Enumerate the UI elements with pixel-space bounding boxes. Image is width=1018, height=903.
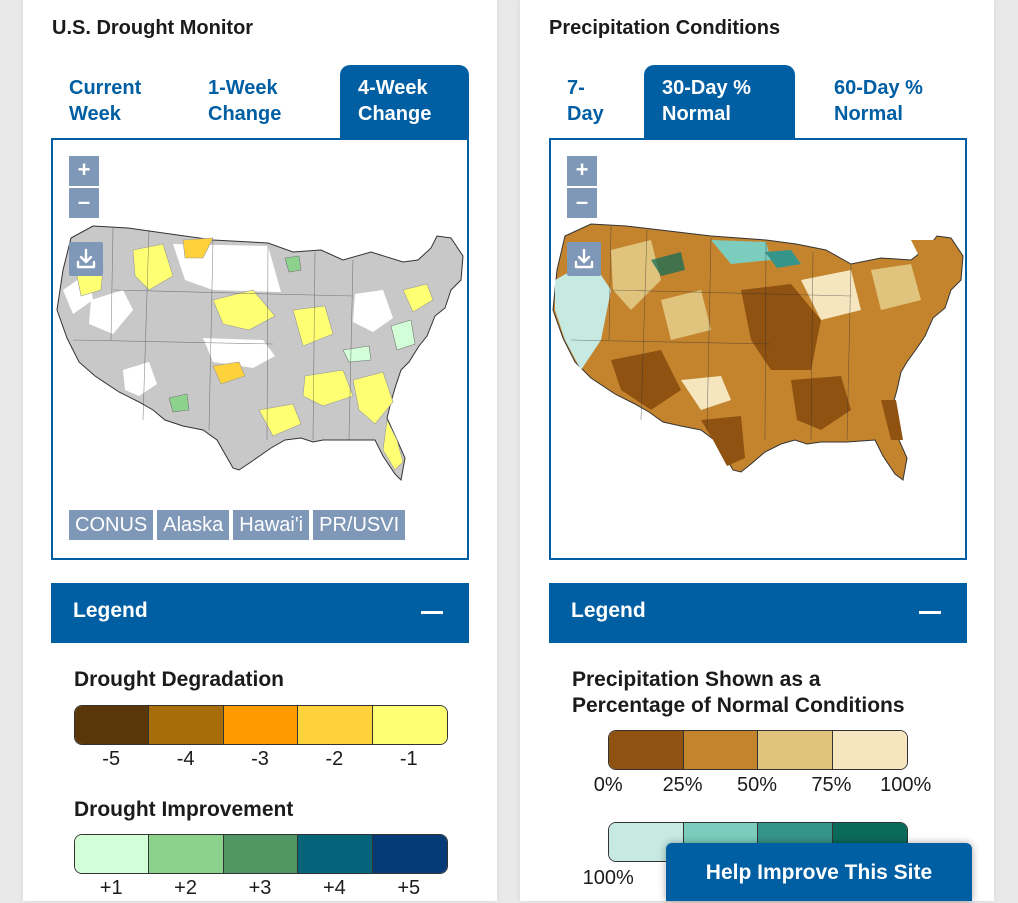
swatch-plus-4 <box>298 835 373 873</box>
collapse-minus-icon[interactable] <box>421 611 443 614</box>
precipitation-card: Precipitation Conditions 7- Day 30-Day %… <box>520 0 994 901</box>
zoom-out-button[interactable]: – <box>69 188 99 218</box>
region-hawaii-button[interactable]: Hawai'i <box>233 510 310 540</box>
swatch-minus-1 <box>372 706 447 744</box>
swatch-minus-2 <box>298 706 373 744</box>
scale-label: 100% <box>880 774 932 796</box>
scale-label: 50% <box>736 774 777 796</box>
tab-1-week-change[interactable]: 1-Week Change <box>196 65 326 139</box>
scale-label: +2 <box>174 877 197 899</box>
precip-below-labels: 0% 25% 50% 75% 100% <box>571 774 943 797</box>
drought-tabs: Current Week 1-Week Change 4-Week Change <box>51 65 469 139</box>
tab-7-day[interactable]: 7- Day <box>555 65 635 139</box>
precipitation-map-image <box>552 223 964 481</box>
tab-label-line2: Change <box>358 103 432 125</box>
scale-label: 75% <box>811 774 852 796</box>
scale-label: +4 <box>322 877 346 899</box>
tab-label-line1: Current <box>69 77 142 99</box>
tab-label-line1: 60-Day % <box>834 77 923 99</box>
legend-label: Legend <box>571 599 646 622</box>
scale-label: -5 <box>102 748 121 770</box>
drought-change-map-image <box>56 225 464 482</box>
download-button[interactable] <box>69 242 103 276</box>
tab-4-week-change[interactable]: 4-Week Change <box>340 65 469 139</box>
zoom-out-button[interactable]: – <box>567 188 597 218</box>
tab-current-week[interactable]: Current Week <box>57 65 187 139</box>
tab-label-line2: Change <box>208 103 282 125</box>
swatch-plus-1 <box>75 835 150 873</box>
tab-30-day-normal[interactable]: 30-Day % Normal <box>644 65 795 139</box>
tab-label-line2: Normal <box>662 103 731 125</box>
tab-label-line1: 7- <box>567 77 585 99</box>
region-pr-usvi-button[interactable]: PR/USVI <box>313 510 406 540</box>
legend-header[interactable]: Legend <box>51 583 469 643</box>
scale-label: -4 <box>176 748 195 770</box>
scale-label: +1 <box>99 877 123 899</box>
drought-improvement-labels: +1 +2 +3 +4 +5 <box>74 877 446 900</box>
download-icon <box>574 248 594 269</box>
drought-improvement-heading: Drought Improvement <box>74 798 294 821</box>
scale-label: +3 <box>248 877 272 899</box>
swatch-25-50 <box>683 731 758 769</box>
tab-label-line2: Normal <box>834 103 903 125</box>
swatch-plus-5 <box>372 835 447 873</box>
tab-label-line1: 4-Week <box>358 77 428 99</box>
zoom-in-button[interactable]: + <box>69 156 99 186</box>
tab-label-line1: 1-Week <box>208 77 278 99</box>
scale-label: +5 <box>397 877 421 899</box>
drought-degradation-labels: -5 -4 -3 -2 -1 <box>74 748 446 771</box>
precip-legend-heading: Precipitation Shown as a Percentage of N… <box>572 667 905 719</box>
download-button[interactable] <box>567 242 601 276</box>
zoom-in-button[interactable]: + <box>567 156 597 186</box>
legend-header[interactable]: Legend <box>549 583 967 643</box>
tab-label-line2: Week <box>69 103 121 125</box>
heading-line2: Percentage of Normal Conditions <box>572 694 905 717</box>
drought-improvement-scale <box>74 834 448 874</box>
scale-label: -3 <box>251 748 269 770</box>
help-improve-site-button[interactable]: Help Improve This Site <box>666 843 972 901</box>
swatch-minus-3 <box>223 706 299 744</box>
region-alaska-button[interactable]: Alaska <box>157 510 230 540</box>
drought-change-map[interactable]: + – CONUS Alaska Hawai'i PR/USVI <box>51 138 469 560</box>
scale-label: -2 <box>325 748 344 770</box>
swatch-minus-4 <box>149 706 224 744</box>
precipitation-title: Precipitation Conditions <box>549 17 781 39</box>
heading-line1: Precipitation Shown as a <box>572 668 821 691</box>
region-selector: CONUS Alaska Hawai'i PR/USVI <box>69 510 406 540</box>
scale-label: -1 <box>399 748 418 770</box>
legend-label: Legend <box>73 599 148 622</box>
precip-below-normal-scale <box>608 730 908 770</box>
drought-degradation-heading: Drought Degradation <box>74 668 284 691</box>
drought-monitor-card: U.S. Drought Monitor Current Week 1-Week… <box>23 0 497 901</box>
drought-degradation-scale <box>74 705 448 745</box>
scale-label: 100% <box>582 867 634 889</box>
region-conus-button[interactable]: CONUS <box>69 510 154 540</box>
tab-60-day-normal[interactable]: 60-Day % Normal <box>822 65 967 139</box>
collapse-minus-icon[interactable] <box>919 611 941 614</box>
tab-label-line1: 30-Day % <box>662 77 751 99</box>
scale-label: 25% <box>662 774 703 796</box>
scale-label: 0% <box>593 774 623 796</box>
swatch-0-25 <box>609 731 684 769</box>
precip-tabs: 7- Day 30-Day % Normal 60-Day % Normal <box>549 65 967 139</box>
swatch-plus-2 <box>149 835 224 873</box>
tab-label-line2: Day <box>567 103 604 125</box>
download-icon <box>76 248 96 269</box>
swatch-minus-5 <box>75 706 150 744</box>
swatch-plus-3 <box>223 835 299 873</box>
swatch-75-100 <box>832 731 907 769</box>
swatch-50-75 <box>758 731 833 769</box>
drought-monitor-title: U.S. Drought Monitor <box>52 17 254 39</box>
precipitation-map[interactable]: + – <box>549 138 967 560</box>
